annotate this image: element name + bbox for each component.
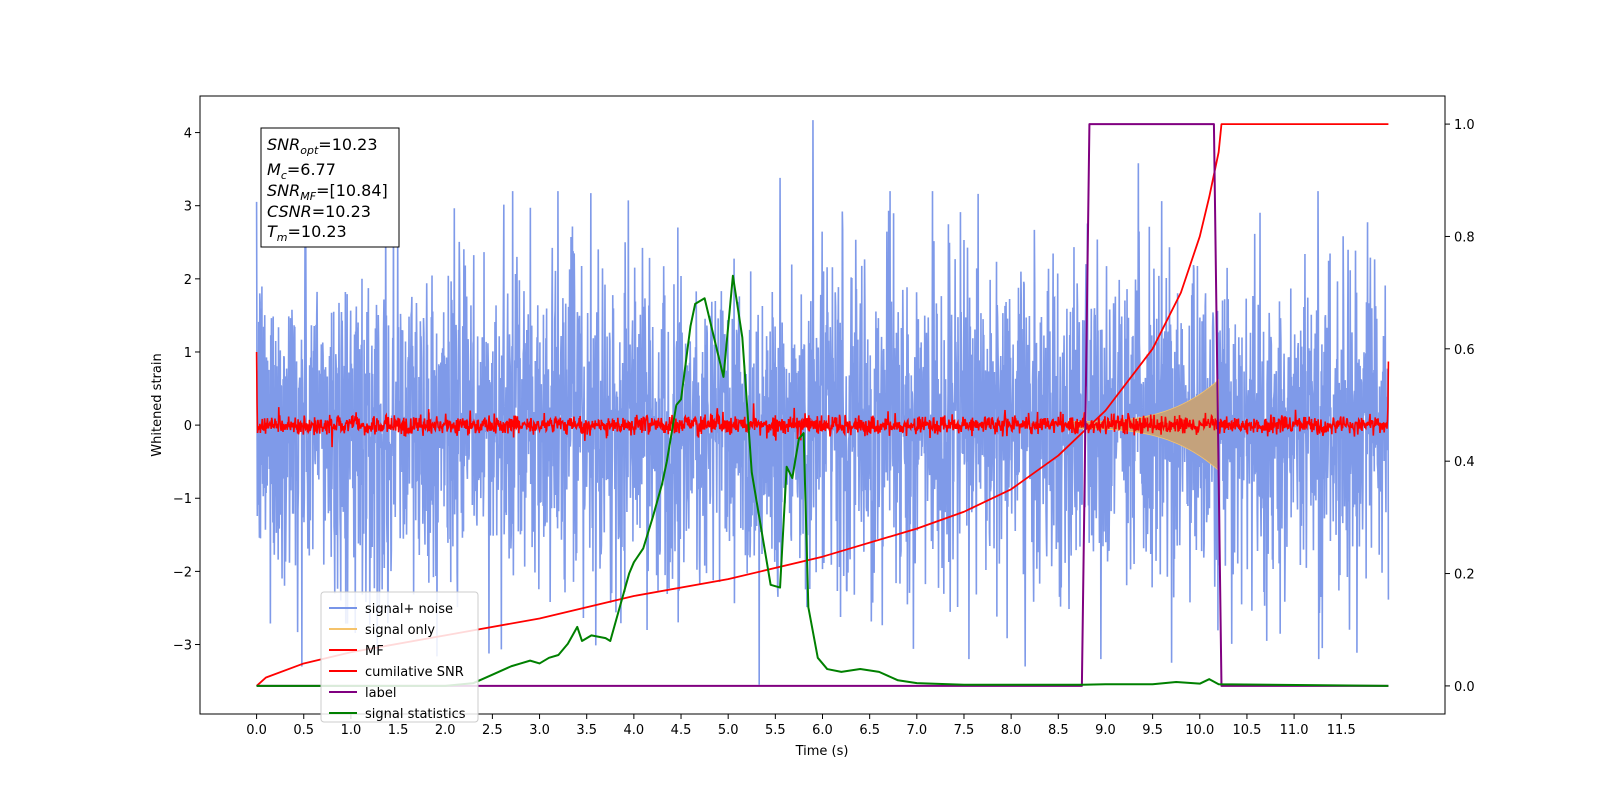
x-tick-label: 1.5	[388, 723, 409, 738]
x-tick-label: 3.0	[529, 723, 550, 738]
y-right-tick-label: 0.6	[1454, 343, 1475, 358]
x-tick-label: 2.0	[435, 723, 456, 738]
y-axis-left-ticks: 4 3 2 1 0 −1 −2 −3	[173, 127, 200, 654]
y-right-tick-label: 0.0	[1454, 680, 1475, 695]
legend-label: label	[365, 686, 396, 701]
x-tick-label: 5.5	[765, 723, 786, 738]
legend-label: MF	[365, 644, 384, 659]
x-tick-label: 7.5	[954, 723, 975, 738]
legend-label: signal statistics	[365, 707, 466, 722]
legend-label: signal only	[365, 623, 435, 638]
x-tick-label: 9.5	[1142, 723, 1163, 738]
x-tick-label: 1.0	[341, 723, 362, 738]
y-left-tick-label: −1	[173, 492, 192, 507]
y-left-tick-label: 4	[184, 127, 192, 142]
x-tick-label: 6.0	[812, 723, 833, 738]
y-left-tick-label: 3	[184, 200, 192, 215]
x-tick-label: 5.0	[718, 723, 739, 738]
signal-noise-line	[255, 120, 1390, 685]
info-tm: Tm=10.23	[267, 222, 347, 244]
y-left-tick-label: 0	[184, 419, 192, 434]
legend-label: cumilative SNR	[365, 665, 464, 680]
y-left-tick-label: 2	[184, 273, 192, 288]
y-axis-label: Whitened strain	[150, 353, 165, 456]
x-axis-label: Time (s)	[795, 744, 849, 759]
x-tick-label: 8.5	[1048, 723, 1069, 738]
x-tick-label: 6.5	[859, 723, 880, 738]
series-mf	[255, 351, 1390, 448]
series-label	[256, 123, 1389, 687]
y-right-tick-label: 0.4	[1454, 455, 1475, 470]
x-tick-label: 8.0	[1001, 723, 1022, 738]
x-tick-label: 11.0	[1280, 723, 1309, 738]
x-tick-label: 10.5	[1232, 723, 1261, 738]
x-tick-label: 11.5	[1327, 723, 1356, 738]
info-csnr: CSNR=10.23	[267, 202, 371, 221]
info-mc: Mc=6.77	[267, 160, 336, 182]
x-tick-label: 0.0	[246, 723, 267, 738]
y-left-tick-label: −2	[173, 565, 192, 580]
x-tick-label: 2.5	[482, 723, 503, 738]
label-line	[256, 123, 1389, 687]
info-snr-mf: SNRMF=[10.84]	[267, 181, 388, 203]
mf-line	[255, 351, 1390, 448]
x-tick-label: 4.0	[624, 723, 645, 738]
y-left-tick-label: −3	[173, 639, 192, 654]
info-snr-opt: SNRopt=10.23	[267, 135, 378, 157]
x-tick-label: 0.5	[293, 723, 314, 738]
legend-frame	[320, 591, 479, 723]
y-right-tick-label: 1.0	[1454, 118, 1475, 133]
legend-label: signal+ noise	[365, 602, 453, 617]
info-box: SNRopt=10.23 Mc=6.77 SNRMF=[10.84] CSNR=…	[260, 127, 400, 248]
series-signal-statistics	[256, 274, 1389, 687]
y-right-tick-label: 0.8	[1454, 230, 1475, 245]
x-tick-label: 4.5	[671, 723, 692, 738]
y-left-tick-label: 1	[184, 346, 192, 361]
series-signal-noise	[255, 120, 1390, 685]
legend: signal+ noise signal only MF cumilative SNR…	[320, 591, 479, 723]
x-axis-ticks: 0.0 0.5 1.0 1.5 2.0 2.5 3.0 3.5 4.0 4.5 5.0 5.5 6.0 6…	[246, 714, 1356, 738]
x-tick-label: 3.5	[576, 723, 597, 738]
y-axis-right-ticks: 1.0 0.8 0.6 0.4 0.2 0.0	[1445, 118, 1475, 695]
x-tick-label: 10.0	[1185, 723, 1214, 738]
info-box-frame	[260, 127, 400, 248]
x-tick-label: 7.0	[906, 723, 927, 738]
x-tick-label: 9.0	[1095, 723, 1116, 738]
y-right-tick-label: 0.2	[1454, 568, 1475, 583]
signal-statistics-line	[256, 274, 1389, 687]
